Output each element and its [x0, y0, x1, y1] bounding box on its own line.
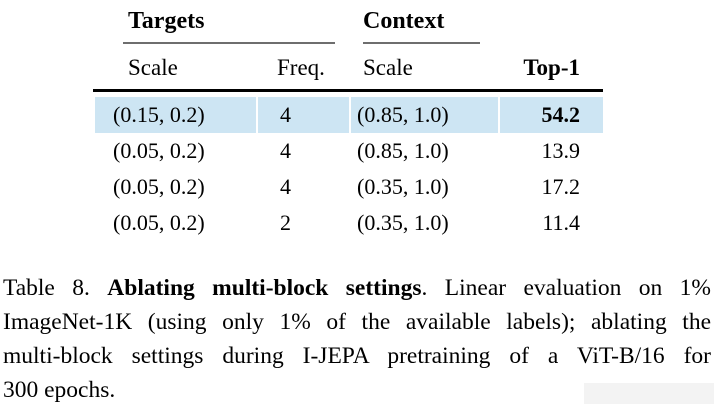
caption-line-3: multi-block settings during I-JEPA pretr… — [3, 343, 711, 369]
group-header-targets: Targets — [128, 8, 205, 34]
caption-line-2: ImageNet-1K (using only 1% of the availa… — [3, 309, 711, 335]
table-row: (0.05, 0.2) 4 (0.35, 1.0) 17.2 — [95, 169, 603, 205]
caption-label: Table 8. — [3, 275, 108, 301]
cell-target-scale: (0.05, 0.2) — [113, 138, 205, 163]
group-header-context: Context — [363, 8, 445, 34]
targets-underline-rule — [123, 42, 335, 44]
cell-freq: 4 — [280, 174, 291, 199]
column-header-top1: Top-1 — [523, 55, 580, 80]
scan-artifact — [584, 383, 714, 404]
cell-freq: 4 — [280, 138, 291, 163]
cell-context-scale: (0.35, 1.0) — [357, 210, 449, 235]
cell-context-scale: (0.35, 1.0) — [357, 174, 449, 199]
cell-freq: 4 — [258, 97, 351, 133]
table-row: (0.05, 0.2) 2 (0.35, 1.0) 11.4 — [95, 205, 603, 241]
cell-freq: 2 — [280, 210, 291, 235]
cell-top1: 11.4 — [542, 210, 580, 235]
cell-top1: 17.2 — [541, 174, 581, 199]
caption-title-bold: Ablating multi-block settings — [107, 275, 422, 301]
column-header-target-scale: Scale — [128, 55, 178, 80]
table-caption: Table 8. Ablating multi-block settings. … — [3, 271, 711, 407]
cell-target-scale: (0.05, 0.2) — [113, 210, 205, 235]
cell-context-scale: (0.85, 1.0) — [351, 97, 500, 133]
caption-line-1: Table 8. Ablating multi-block settings. … — [3, 271, 711, 305]
table-row-highlighted: (0.15, 0.2) 4 (0.85, 1.0) 54.2 — [95, 97, 603, 133]
cell-target-scale: (0.15, 0.2) — [95, 97, 258, 133]
caption-line-4: 300 epochs. — [3, 377, 116, 403]
table-midrule — [93, 89, 603, 92]
column-header-context-scale: Scale — [363, 55, 413, 80]
cell-context-scale: (0.85, 1.0) — [357, 138, 449, 163]
table-body: (0.15, 0.2) 4 (0.85, 1.0) 54.2 (0.05, 0.… — [95, 97, 603, 241]
column-header-freq: Freq. — [277, 55, 325, 80]
table-row: (0.05, 0.2) 4 (0.85, 1.0) 13.9 — [95, 133, 603, 169]
ablation-table: Targets Context Scale Freq. Scale Top-1 … — [93, 8, 603, 241]
cell-target-scale: (0.05, 0.2) — [113, 174, 205, 199]
cell-top1: 13.9 — [541, 138, 581, 163]
context-underline-rule — [363, 42, 480, 44]
caption-text: . Linear evaluation on 1% — [421, 275, 712, 301]
cell-top1: 54.2 — [500, 97, 603, 133]
